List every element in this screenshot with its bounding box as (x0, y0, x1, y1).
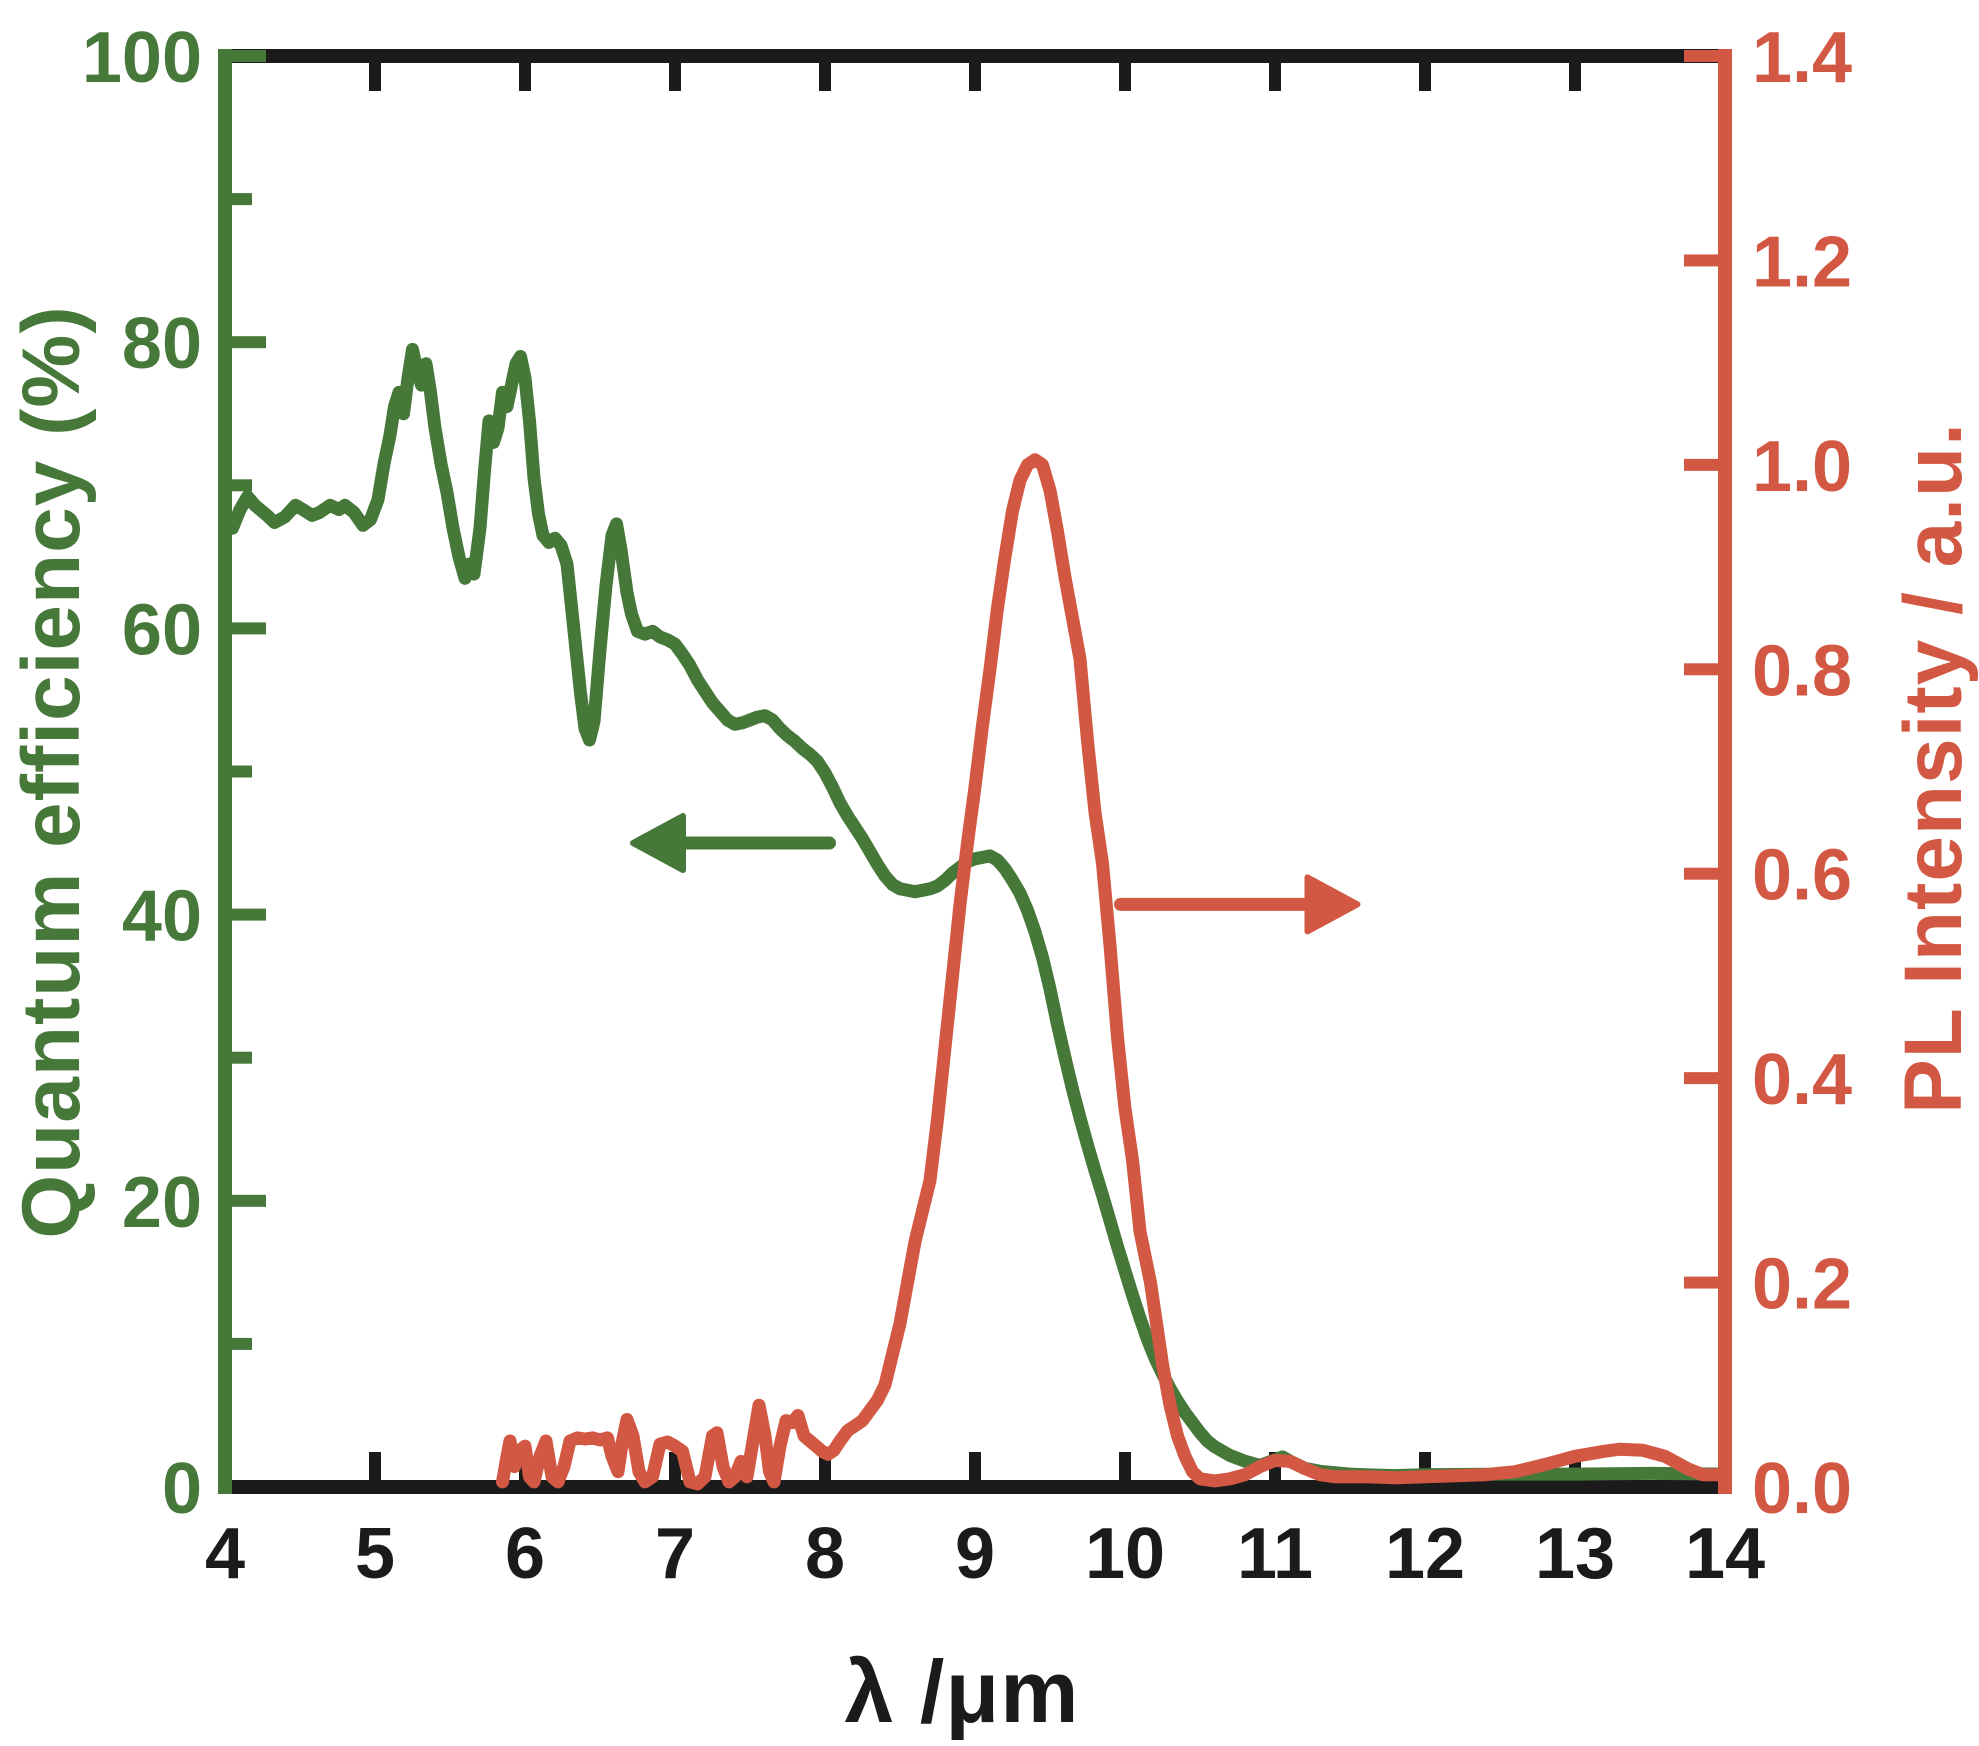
x-axis-top-tick (1269, 63, 1281, 91)
quantum-efficiency-curve (218, 342, 1732, 1483)
x-tick-label: 14 (1685, 1514, 1765, 1594)
x-tick-label: 11 (1237, 1514, 1313, 1594)
right-tick-label: 1.2 (1752, 222, 1852, 302)
x-axis-top-tick (1119, 63, 1131, 91)
right-tick-label: 0.0 (1752, 1449, 1852, 1529)
x-tick-label: 13 (1535, 1514, 1615, 1594)
x-axis-top-tick (1569, 63, 1581, 91)
x-axis-top-tick (519, 63, 531, 91)
left-tick-label: 80 (122, 304, 202, 384)
right-axis-major-tick (1684, 663, 1718, 676)
x-axis-top-tick (819, 63, 831, 91)
right-axis-major-tick (1684, 867, 1718, 880)
right-tick-label: 0.2 (1752, 1245, 1852, 1325)
right-axis-spine (1718, 49, 1732, 1494)
x-tick-label: 7 (655, 1514, 695, 1594)
x-axis-top-tick (669, 63, 681, 91)
x-axis-top-tick (969, 63, 981, 91)
x-tick-label: 5 (355, 1514, 395, 1594)
left-tick-label: 20 (122, 1163, 202, 1243)
x-tick-label: 9 (955, 1514, 995, 1594)
left-axis-title: Quantum efficiency (%) (6, 305, 97, 1239)
right-tick-label: 0.4 (1752, 1040, 1852, 1120)
right-tick-label: 1.4 (1752, 18, 1852, 98)
left-axis-major-tick (232, 50, 266, 62)
left-axis-minor-tick (232, 1337, 252, 1350)
x-axis-top-tick (369, 63, 381, 91)
pl-intensity-curve (496, 453, 1732, 1491)
right-tick-label: 1.0 (1752, 427, 1852, 507)
bottom-axis-spine (218, 1480, 1732, 1494)
right-axis-major-tick (1684, 458, 1718, 471)
x-tick-label: 8 (805, 1514, 845, 1594)
left-axis-major-tick (232, 1194, 266, 1207)
left-axis-major-tick (232, 336, 266, 349)
left-tick-label: 0 (162, 1449, 202, 1529)
pl-intensity-arrow-head (1304, 874, 1361, 935)
right-axis-major-tick (1684, 50, 1718, 62)
right-axis-major-tick (1684, 1072, 1718, 1085)
right-axis-major-tick (1684, 1276, 1718, 1289)
x-axis-major-tick (969, 1452, 981, 1480)
left-axis-minor-tick (232, 193, 252, 206)
x-tick-label: 4 (205, 1514, 245, 1594)
left-axis-major-tick (232, 622, 266, 635)
x-axis-title: λ /μm (844, 1642, 1080, 1741)
left-axis-minor-tick (232, 479, 252, 492)
right-axis-title: PL Intensity / a.u. (1888, 422, 1979, 1114)
x-axis-top-tick (1419, 63, 1431, 91)
left-axis-spine (218, 49, 232, 1494)
top-axis-spine (218, 49, 1732, 63)
x-axis-major-tick (369, 1452, 381, 1480)
x-tick-label: 6 (505, 1514, 545, 1594)
right-tick-label: 0.6 (1752, 836, 1852, 916)
x-tick-label: 12 (1385, 1514, 1465, 1594)
right-axis-major-tick (1684, 254, 1718, 267)
x-tick-label: 10 (1085, 1514, 1165, 1594)
left-tick-label: 60 (122, 590, 202, 670)
right-tick-label: 0.8 (1752, 631, 1852, 711)
left-axis-minor-tick (232, 1051, 252, 1064)
left-axis-major-tick (232, 908, 266, 921)
quantum-efficiency-arrow-head (630, 813, 686, 874)
x-axis-major-tick (1119, 1452, 1131, 1480)
left-tick-label: 100 (82, 18, 202, 98)
left-tick-label: 40 (122, 877, 202, 957)
left-axis-minor-tick (232, 765, 252, 778)
